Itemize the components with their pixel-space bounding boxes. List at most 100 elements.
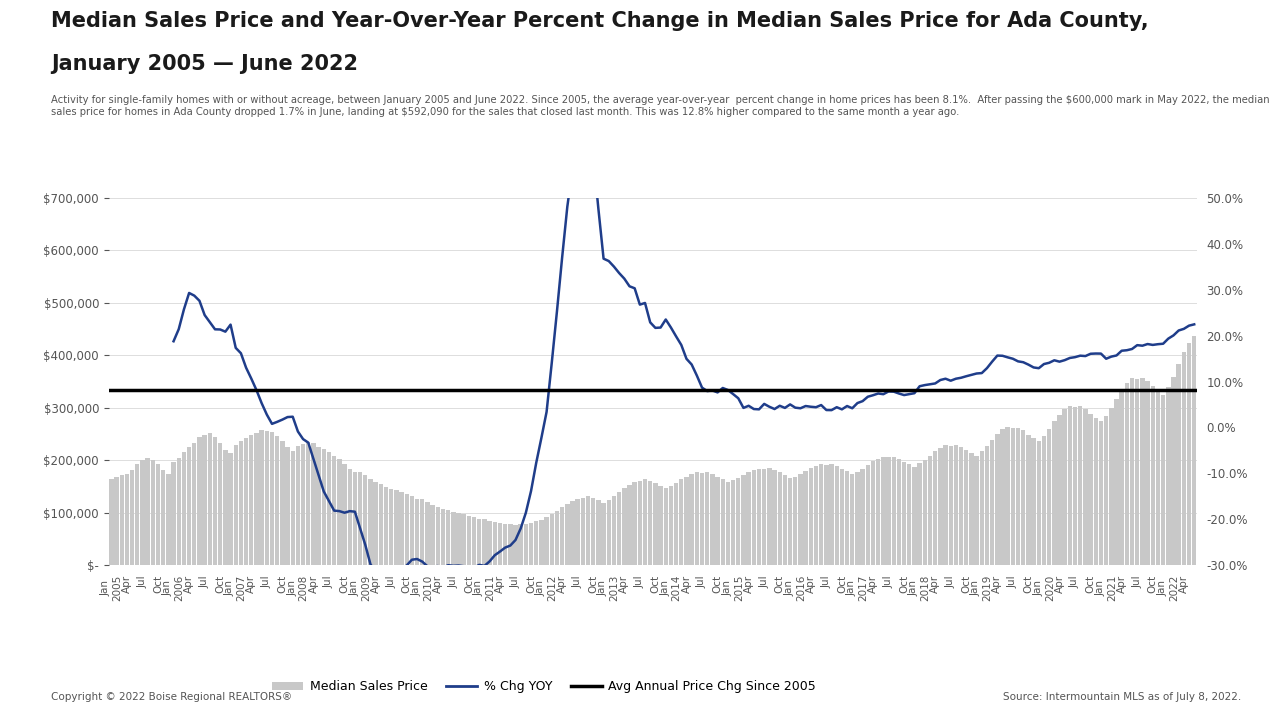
- Bar: [1083, 410, 1088, 565]
- Bar: [602, 503, 605, 565]
- Bar: [1006, 427, 1010, 565]
- Bar: [337, 459, 342, 565]
- Bar: [1027, 435, 1030, 565]
- Bar: [690, 474, 694, 565]
- Bar: [1042, 436, 1046, 565]
- Bar: [119, 475, 124, 565]
- Bar: [445, 510, 451, 565]
- Text: Source: Intermountain MLS as of July 8, 2022.: Source: Intermountain MLS as of July 8, …: [1004, 692, 1242, 702]
- Bar: [908, 464, 911, 565]
- Bar: [192, 443, 197, 565]
- Bar: [1140, 378, 1144, 565]
- Bar: [850, 474, 855, 565]
- Bar: [156, 464, 160, 565]
- Bar: [918, 464, 922, 565]
- Bar: [596, 500, 600, 565]
- Bar: [767, 468, 772, 565]
- Bar: [146, 458, 150, 565]
- Bar: [384, 487, 388, 565]
- Bar: [782, 475, 787, 565]
- Bar: [1088, 413, 1093, 565]
- Bar: [705, 472, 709, 565]
- Bar: [751, 470, 756, 565]
- Bar: [425, 503, 430, 565]
- Bar: [129, 470, 134, 565]
- Bar: [1166, 387, 1170, 565]
- Bar: [223, 450, 228, 565]
- Bar: [260, 430, 264, 565]
- Bar: [1108, 408, 1114, 565]
- Bar: [477, 518, 481, 565]
- Bar: [954, 445, 959, 565]
- Bar: [503, 523, 507, 565]
- Bar: [897, 459, 901, 565]
- Bar: [233, 444, 238, 565]
- Bar: [819, 464, 823, 565]
- Bar: [1021, 431, 1025, 565]
- Bar: [627, 485, 632, 565]
- Bar: [716, 477, 719, 565]
- Bar: [420, 499, 425, 565]
- Bar: [840, 469, 844, 565]
- Bar: [483, 519, 486, 565]
- Bar: [1115, 399, 1119, 565]
- Bar: [643, 480, 648, 565]
- Bar: [700, 474, 704, 565]
- Bar: [404, 495, 408, 565]
- Bar: [197, 436, 202, 565]
- Bar: [1151, 387, 1155, 565]
- Bar: [559, 507, 564, 565]
- Bar: [291, 451, 294, 565]
- Bar: [1016, 428, 1020, 565]
- Bar: [809, 468, 813, 565]
- Bar: [870, 462, 876, 565]
- Bar: [374, 482, 378, 565]
- Bar: [979, 451, 984, 565]
- Bar: [172, 462, 175, 565]
- Bar: [1171, 377, 1176, 565]
- Bar: [814, 466, 818, 565]
- Bar: [685, 477, 689, 565]
- Bar: [1156, 391, 1160, 565]
- Bar: [989, 440, 995, 565]
- Bar: [488, 521, 492, 565]
- Bar: [845, 472, 850, 565]
- Bar: [591, 498, 595, 565]
- Bar: [928, 456, 932, 565]
- Bar: [440, 509, 445, 565]
- Bar: [238, 441, 243, 565]
- Bar: [1062, 410, 1068, 565]
- Bar: [255, 433, 259, 565]
- Bar: [358, 472, 362, 565]
- Bar: [1098, 421, 1103, 565]
- Bar: [622, 488, 626, 565]
- Bar: [564, 504, 570, 565]
- Bar: [399, 492, 403, 565]
- Bar: [959, 447, 964, 565]
- Bar: [865, 465, 870, 565]
- Bar: [835, 466, 838, 565]
- Bar: [326, 452, 332, 565]
- Bar: [549, 514, 554, 565]
- Bar: [166, 474, 170, 565]
- Bar: [777, 472, 782, 565]
- Bar: [109, 479, 114, 565]
- Bar: [472, 518, 476, 565]
- Bar: [228, 454, 233, 565]
- Bar: [933, 451, 937, 565]
- Bar: [581, 498, 585, 565]
- Text: Copyright © 2022 Boise Regional REALTORS®: Copyright © 2022 Boise Regional REALTORS…: [51, 692, 292, 702]
- Bar: [182, 452, 186, 565]
- Bar: [902, 462, 906, 565]
- Bar: [498, 523, 502, 565]
- Bar: [410, 497, 415, 565]
- Bar: [544, 518, 549, 565]
- Bar: [1000, 429, 1005, 565]
- Bar: [161, 469, 165, 565]
- Bar: [1047, 429, 1051, 565]
- Bar: [394, 490, 398, 565]
- Bar: [136, 464, 140, 565]
- Bar: [124, 474, 129, 565]
- Bar: [632, 482, 637, 565]
- Bar: [1125, 383, 1129, 565]
